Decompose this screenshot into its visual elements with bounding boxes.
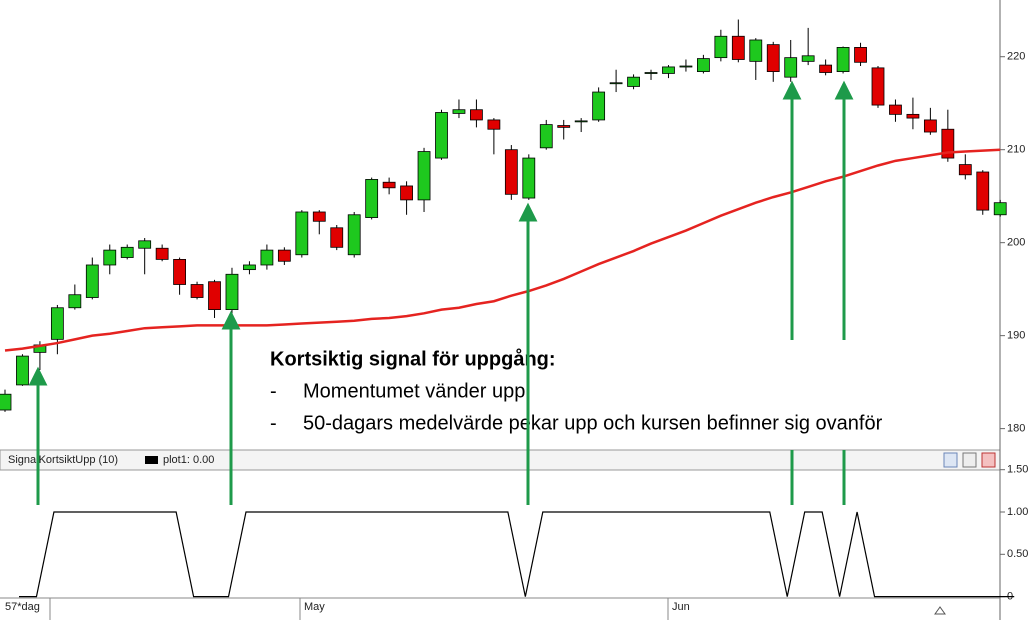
y-tick-label: 210	[1007, 144, 1025, 156]
y-tick-label: 0.50	[1007, 548, 1028, 560]
candle-body	[993, 202, 1007, 216]
icon-maximize[interactable]	[962, 452, 977, 468]
annotation-item: Momentumet vänder upp	[303, 380, 525, 402]
candle-body	[487, 119, 501, 130]
candle-body	[138, 240, 152, 249]
candle-body	[312, 211, 326, 222]
icon-props[interactable]	[943, 452, 958, 468]
candle-body	[958, 164, 972, 176]
legend-swatch	[145, 456, 158, 464]
candle-body	[382, 181, 396, 189]
candle-body	[120, 246, 134, 258]
candle-body	[539, 124, 553, 149]
candle-body	[574, 120, 588, 123]
annotation-title: Kortsiktig signal för uppgång:	[270, 347, 556, 370]
candle-body	[504, 149, 518, 195]
candle-body	[941, 128, 955, 159]
bullet: -	[270, 412, 277, 434]
y-tick-label: 1.50	[1007, 464, 1028, 476]
time-label: Jun	[672, 601, 690, 613]
candle-body	[173, 259, 187, 285]
annotation-item: 50-dagars medelvärde pekar upp och kurse…	[303, 412, 883, 434]
y-tick-label: 200	[1007, 237, 1025, 249]
candle-body	[749, 39, 763, 62]
scroll-marker[interactable]	[934, 606, 946, 615]
moving-average	[4, 148, 1001, 352]
candle-body	[68, 294, 82, 309]
candle-body	[871, 67, 885, 106]
candle-body	[155, 247, 169, 260]
candle-body	[906, 113, 920, 119]
y-tick-label: 1.00	[1007, 506, 1028, 518]
candle-body	[470, 109, 483, 121]
candle-body	[784, 57, 798, 78]
candle-body	[679, 65, 693, 68]
candle-body	[225, 273, 239, 311]
candle-body	[260, 249, 274, 266]
bullet: -	[270, 380, 277, 402]
candle-body	[627, 76, 640, 87]
arrowhead	[782, 80, 802, 100]
candle-body	[819, 64, 833, 73]
candle-body	[557, 125, 571, 128]
y-tick-label: 220	[1007, 51, 1025, 63]
candle-body	[365, 179, 379, 218]
candle-body	[243, 264, 256, 271]
candle-body	[889, 104, 902, 115]
candle-body	[644, 72, 658, 74]
indicator-line	[19, 511, 1015, 598]
time-label: May	[304, 601, 325, 613]
candle-body	[662, 66, 675, 74]
candle-body	[103, 249, 117, 266]
candle-body	[854, 47, 867, 63]
candle-body	[592, 91, 606, 121]
candle-body	[976, 171, 990, 211]
candle-body	[766, 44, 780, 72]
candle-body	[923, 119, 937, 133]
candle-body	[714, 35, 728, 59]
arrowhead	[518, 202, 538, 222]
candle-body	[400, 185, 413, 201]
candle-body	[435, 112, 448, 159]
arrowhead	[221, 310, 241, 330]
candle-body	[417, 151, 431, 201]
candle-body	[190, 284, 204, 298]
annotation-box	[262, 340, 984, 440]
candle-body	[452, 109, 466, 114]
candle-body	[347, 214, 361, 256]
y-tick-label: 190	[1007, 330, 1025, 342]
candle-body	[16, 355, 29, 386]
indicator-legend: plot1: 0.00	[163, 454, 214, 466]
candle-body	[801, 55, 815, 62]
candle-body	[697, 58, 710, 72]
time-label: 57*dag	[5, 601, 40, 613]
candle-body	[330, 227, 344, 248]
candle-body	[609, 82, 623, 85]
arrowhead	[834, 80, 854, 100]
candle-body	[731, 35, 745, 60]
icon-close[interactable]	[981, 452, 996, 468]
candle-body	[277, 249, 291, 262]
arrowhead	[28, 366, 48, 386]
indicator-title: SignalKortsiktUpp (10)	[8, 454, 118, 466]
candle-body	[50, 307, 64, 340]
candle-body	[208, 281, 221, 311]
candle-body	[836, 47, 850, 72]
candle-body	[85, 264, 99, 298]
candle-body	[295, 211, 309, 256]
candle-body	[522, 157, 536, 199]
candle-body	[0, 393, 12, 411]
y-tick-label: 180	[1007, 423, 1025, 435]
